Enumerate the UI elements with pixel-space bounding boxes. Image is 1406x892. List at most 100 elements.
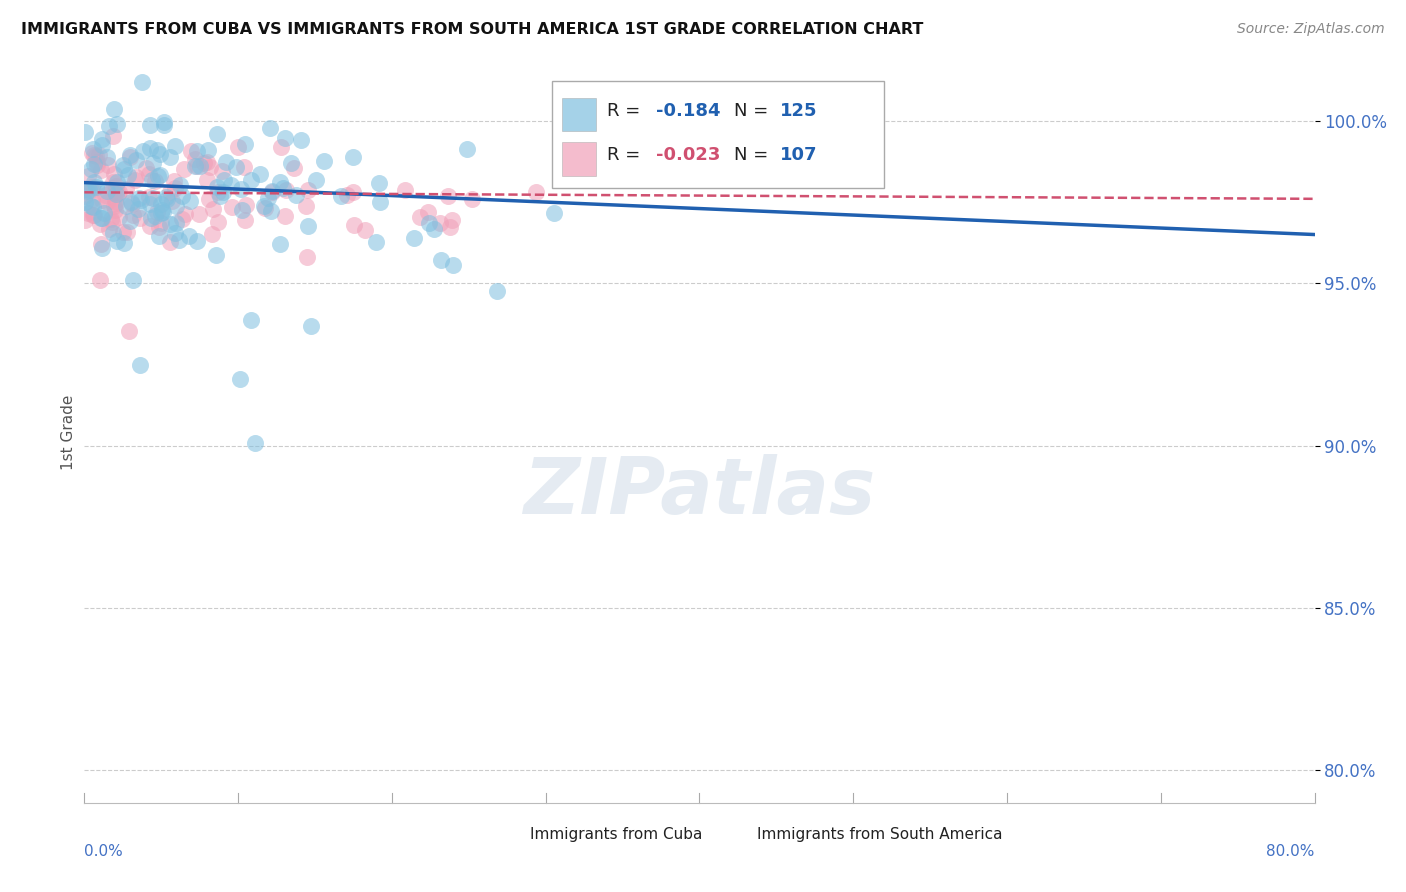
- Point: [84, 149, 107, 163]
- Point: [121, 272, 143, 286]
- Point: [111, 158, 134, 172]
- Point: [209, 189, 232, 203]
- Point: [103, 167, 125, 181]
- Point: [543, 205, 565, 219]
- Point: [418, 216, 440, 230]
- Point: [260, 185, 283, 199]
- Point: [270, 140, 292, 154]
- Point: [173, 161, 195, 176]
- Point: [364, 235, 387, 249]
- Point: [149, 205, 172, 219]
- Point: [114, 182, 136, 196]
- Point: [329, 189, 352, 203]
- Point: [131, 75, 153, 89]
- Text: N =: N =: [734, 102, 773, 120]
- Point: [86, 155, 108, 169]
- Point: [253, 201, 276, 215]
- Point: [211, 164, 233, 178]
- Point: [186, 145, 208, 159]
- Text: R =: R =: [607, 146, 647, 164]
- Point: [205, 127, 228, 141]
- Point: [118, 148, 141, 162]
- Point: [141, 211, 163, 225]
- Point: [120, 194, 142, 209]
- Point: [235, 198, 257, 212]
- Point: [89, 217, 111, 231]
- Point: [143, 209, 166, 223]
- Point: [231, 202, 253, 217]
- Point: [165, 198, 187, 212]
- Point: [402, 231, 425, 245]
- Point: [408, 210, 430, 224]
- Point: [129, 358, 152, 372]
- Point: [83, 175, 105, 189]
- Point: [205, 180, 228, 194]
- Point: [105, 178, 128, 193]
- Point: [159, 218, 181, 232]
- Point: [165, 138, 187, 153]
- Point: [139, 141, 162, 155]
- Point: [297, 184, 319, 198]
- Point: [120, 151, 142, 165]
- Point: [233, 213, 256, 227]
- Point: [456, 142, 478, 156]
- Point: [105, 234, 128, 248]
- Point: [75, 194, 97, 209]
- Point: [295, 250, 318, 264]
- Point: [160, 194, 183, 209]
- Point: [174, 207, 197, 221]
- Point: [524, 185, 547, 199]
- Point: [342, 150, 364, 164]
- Point: [215, 155, 238, 169]
- Point: [260, 184, 283, 198]
- Point: [153, 118, 176, 132]
- Point: [305, 173, 328, 187]
- Point: [148, 229, 170, 244]
- Point: [285, 187, 308, 202]
- Text: ZIPatlas: ZIPatlas: [523, 454, 876, 530]
- Point: [142, 191, 165, 205]
- Point: [75, 212, 97, 227]
- Point: [76, 184, 98, 198]
- Point: [117, 168, 139, 182]
- Bar: [491, 825, 522, 846]
- Point: [82, 200, 104, 214]
- Text: Immigrants from South America: Immigrants from South America: [758, 827, 1002, 842]
- Point: [155, 190, 177, 204]
- Point: [243, 436, 266, 450]
- Point: [91, 193, 114, 207]
- Point: [229, 372, 252, 386]
- Point: [90, 162, 112, 177]
- Point: [125, 153, 148, 167]
- Point: [273, 131, 295, 145]
- Point: [198, 192, 221, 206]
- Point: [226, 140, 249, 154]
- Point: [73, 182, 96, 196]
- Point: [184, 152, 207, 166]
- Point: [229, 182, 252, 196]
- Point: [423, 222, 446, 236]
- Point: [156, 192, 179, 206]
- Point: [269, 236, 291, 251]
- Point: [169, 233, 191, 247]
- Point: [186, 159, 208, 173]
- Point: [138, 167, 160, 181]
- Point: [104, 187, 127, 202]
- Point: [115, 225, 138, 239]
- Point: [205, 248, 228, 262]
- Point: [148, 169, 170, 184]
- Point: [211, 186, 233, 200]
- Bar: [718, 825, 749, 846]
- Point: [103, 103, 125, 117]
- Point: [259, 203, 281, 218]
- Point: [128, 190, 150, 204]
- Point: [93, 206, 115, 220]
- Point: [105, 175, 128, 189]
- Point: [141, 173, 163, 187]
- Point: [149, 169, 172, 183]
- Point: [150, 216, 173, 230]
- Point: [103, 185, 125, 199]
- Point: [139, 196, 162, 211]
- Point: [86, 158, 108, 172]
- Point: [138, 190, 160, 204]
